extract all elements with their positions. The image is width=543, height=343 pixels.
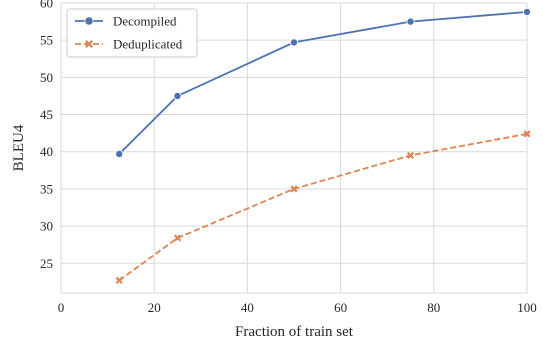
x-axis-ticks: 0 20 40 60 80 100 <box>58 300 537 315</box>
data-point <box>84 16 94 26</box>
legend-items: Decompiled Deduplicated <box>75 14 183 52</box>
legend-label: Decompiled <box>113 14 177 29</box>
data-point <box>85 40 93 48</box>
x-tick-label: 80 <box>427 300 440 315</box>
x-tick-label: 60 <box>334 300 347 315</box>
y-tick-label: 40 <box>40 144 53 159</box>
series-decompiled <box>115 7 532 158</box>
legend-item: Deduplicated <box>75 37 183 52</box>
x-tick-label: 20 <box>148 300 161 315</box>
legend: Decompiled Deduplicated <box>66 8 198 58</box>
data-point <box>290 185 298 193</box>
y-tick-label: 50 <box>40 70 53 85</box>
series-line <box>118 132 528 282</box>
legend-label: Deduplicated <box>113 37 183 52</box>
data-point <box>289 38 298 47</box>
data-point <box>115 276 123 284</box>
data-point <box>406 151 415 160</box>
x-tick-label: 100 <box>517 300 537 315</box>
data-point <box>173 91 182 100</box>
x-axis-label: Fraction of train set <box>235 324 354 340</box>
y-tick-label: 35 <box>40 181 53 196</box>
y-tick-label: 60 <box>40 0 53 11</box>
series-deduplicated <box>115 130 531 284</box>
plot-frame <box>60 2 528 294</box>
series-layer <box>115 7 532 284</box>
data-point <box>115 149 124 158</box>
y-axis-ticks: 25 30 35 40 45 50 55 60 <box>40 0 53 271</box>
x-tick-label: 40 <box>241 300 254 315</box>
y-axis-label: BLEU4 <box>11 124 27 171</box>
data-point <box>173 234 182 242</box>
y-tick-label: 55 <box>40 33 53 48</box>
data-point <box>523 130 531 138</box>
y-tick-label: 45 <box>40 107 53 122</box>
y-tick-label: 25 <box>40 256 53 271</box>
legend-item: Decompiled <box>75 14 177 29</box>
y-tick-label: 30 <box>40 219 53 234</box>
data-point <box>406 17 415 26</box>
data-point <box>523 7 532 16</box>
x-tick-label: 0 <box>58 300 65 315</box>
